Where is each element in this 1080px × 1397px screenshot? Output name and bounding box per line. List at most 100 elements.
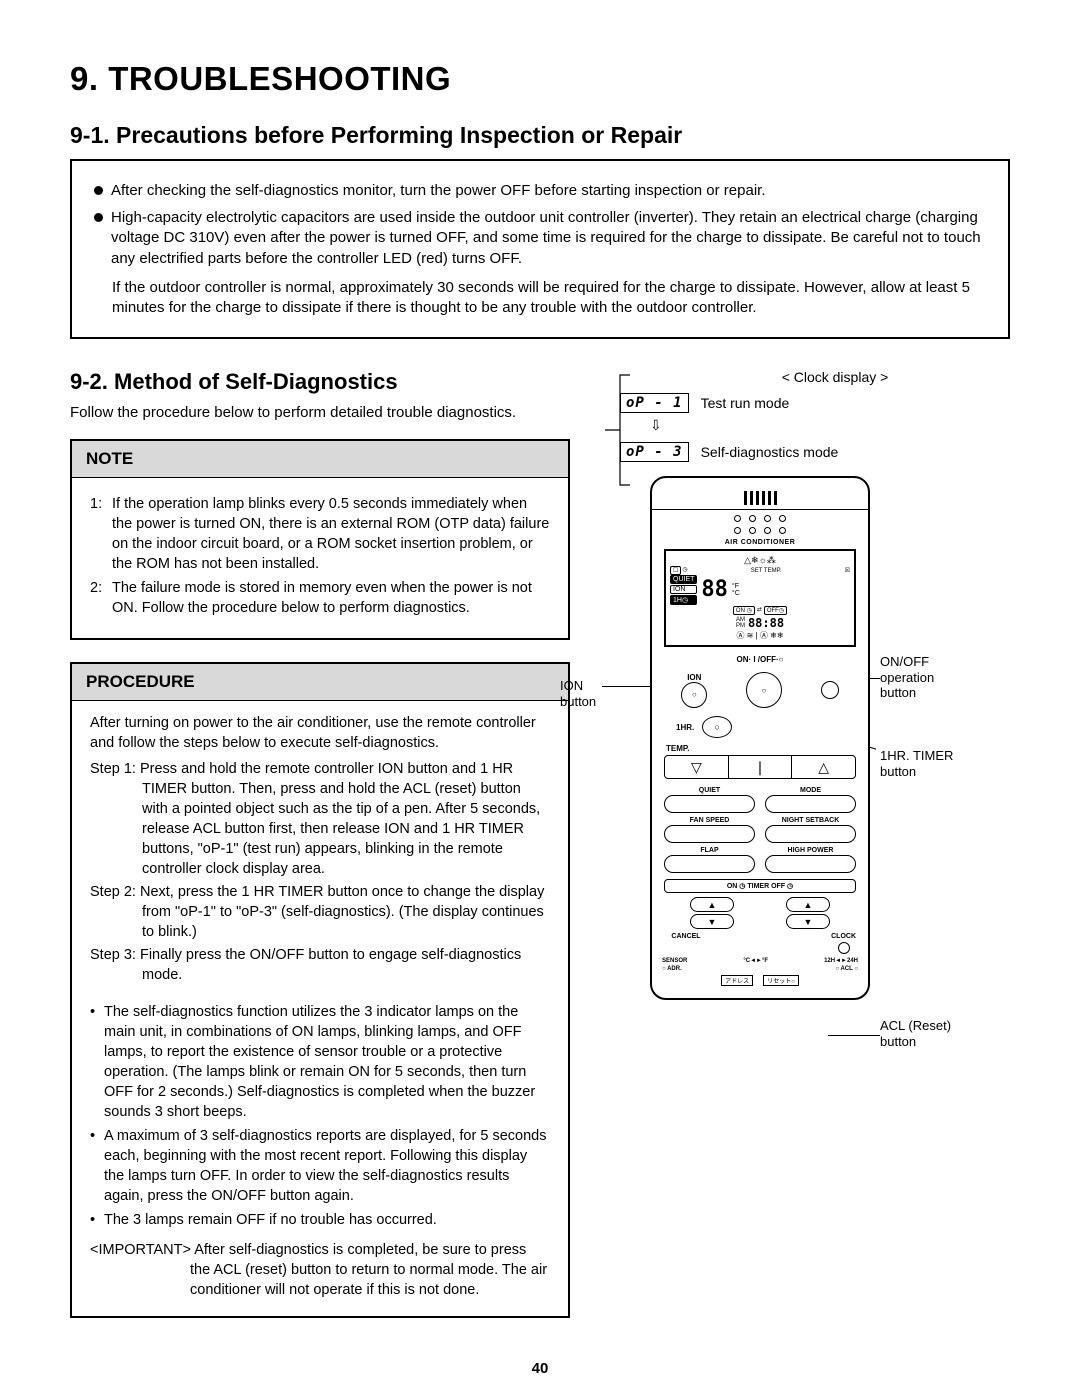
page-number: 40 (70, 1360, 1010, 1377)
note-panel: NOTE 1: If the operation lamp blinks eve… (70, 439, 570, 640)
timer-arrows: ▲ ▼ ▲ ▼ (664, 897, 856, 929)
adr-label: ADR. (667, 966, 682, 972)
quiet-label: QUIET (699, 787, 720, 794)
mode-row-2: oP - 3 Self-diagnostics mode (620, 442, 1010, 462)
callout-onoff: ON/OFF operation button (880, 654, 960, 701)
mode-label: MODE (800, 787, 821, 794)
temp-up[interactable]: △ (792, 756, 855, 778)
temp-down[interactable]: ▽ (665, 756, 728, 778)
high-label: HIGH POWER (788, 847, 834, 854)
document-title: 9. TROUBLESHOOTING (70, 60, 1010, 98)
procedure-panel: PROCEDURE After turning on power to the … (70, 662, 570, 1318)
mode-2-label: Self-diagnostics mode (701, 444, 839, 460)
note-item-2: 2: The failure mode is stored in memory … (90, 578, 550, 618)
procedure-intro: After turning on power to the air condit… (90, 713, 550, 753)
flap-button[interactable] (664, 855, 755, 873)
ion-pill: ION (670, 585, 697, 594)
bottom-tiny-row: SENSOR °C◄►°F 12H◄►24H (662, 958, 858, 964)
proc-note-2: •A maximum of 3 self-diagnostics reports… (90, 1126, 550, 1206)
indicator-row (652, 515, 868, 522)
bullet-2: High-capacity electrolytic capacitors ar… (94, 208, 986, 270)
remote-body: AIR CONDITIONER △❄☼⁂ ☐◷SET TEMP.☒ QUIET … (650, 476, 870, 1000)
bullet-1-text: After checking the self-diagnostics moni… (111, 181, 986, 202)
quiet-pill: QUIET (670, 575, 697, 584)
note-2-text: The failure mode is stored in memory eve… (112, 578, 550, 618)
temp-rocker[interactable]: ▽ ❘ △ (664, 755, 856, 779)
flap-label: FLAP (700, 847, 718, 854)
clock-display: 88:88 (748, 616, 784, 630)
note-item-1: 1: If the operation lamp blinks every 0.… (90, 494, 550, 574)
step-2: Step 2: Next, press the 1 HR TIMER butto… (90, 882, 550, 942)
lead-line (828, 1035, 880, 1036)
h1224-label: 12H◄►24H (824, 958, 858, 964)
cf-label: °C◄►°F (743, 958, 768, 964)
acl-label: ACL (840, 966, 852, 972)
top-button-row: ION ○ ○ (662, 672, 858, 708)
cancel-label: CANCEL (671, 933, 700, 940)
timer-label: ON ◷ TIMER OFF ◷ (664, 879, 856, 893)
callout-ion: ION button (560, 678, 610, 709)
page: 9. TROUBLESHOOTING 9-1. Precautions befo… (0, 0, 1080, 1397)
proc-note-3: •The 3 lamps remain OFF if no trouble ha… (90, 1210, 550, 1230)
aux-button[interactable] (821, 681, 839, 699)
remote-emitter (652, 478, 868, 510)
procedure-body: After turning on power to the air condit… (72, 701, 568, 1316)
fan-label: FAN SPEED (690, 817, 730, 824)
mode-row-1: oP - 1 Test run mode (620, 393, 1010, 413)
sensor-label: SENSOR (662, 958, 687, 964)
night-label: NIGHT SETBACK (782, 817, 840, 824)
bullet-disc (94, 186, 103, 195)
left-column: 9-2. Method of Self-Diagnostics Follow t… (70, 369, 570, 1340)
important-note: <IMPORTANT> After self-diagnostics is co… (90, 1240, 550, 1300)
onoff-button[interactable]: ○ (746, 672, 782, 708)
mode-1-label: Test run mode (701, 395, 790, 411)
indicator-row (652, 527, 868, 534)
bullet-2-text: High-capacity electrolytic capacitors ar… (111, 208, 986, 270)
off-up[interactable]: ▲ (786, 897, 830, 912)
temp-mid: ❘ (728, 756, 793, 778)
clock-display-label: < Clock display > (660, 369, 1010, 385)
temp-display: 88 (701, 579, 728, 601)
section-9-2-intro: Follow the procedure below to perform de… (70, 403, 570, 423)
note-body: 1: If the operation lamp blinks every 0.… (72, 478, 568, 638)
proc-note-1: •The self-diagnostics function utilizes … (90, 1002, 550, 1122)
ion-button[interactable]: ○ (681, 682, 707, 708)
section-9-2-heading: 9-2. Method of Self-Diagnostics (70, 369, 570, 395)
bullet-disc (94, 213, 103, 222)
mode-button[interactable] (765, 795, 856, 813)
step-1: Step 1: Press and hold the remote contro… (90, 759, 550, 879)
note-header: NOTE (72, 441, 568, 478)
right-column: < Clock display > oP - 1 Test run mode ⇩… (590, 369, 1010, 1340)
remote-screen: △❄☼⁂ ☐◷SET TEMP.☒ QUIET ION 1H◷ 88 °F°C … (664, 549, 856, 647)
temp-label: TEMP. (666, 744, 868, 753)
1hr-label: 1HR. (676, 723, 694, 732)
1hr-button[interactable]: ○ (702, 716, 732, 738)
bottom-rect: アドレス (721, 975, 753, 986)
arrow-down-icon: ⇩ (650, 417, 1010, 434)
section-9-1-heading: 9-1. Precautions before Performing Inspe… (70, 122, 1010, 149)
ac-label: AIR CONDITIONER (652, 539, 868, 546)
ion-btn-label: ION (681, 673, 707, 682)
set-temp-label: SET TEMP. (751, 568, 782, 574)
high-button[interactable] (765, 855, 856, 873)
callout-acl: ACL (Reset) button (880, 1018, 960, 1049)
bullet-1: After checking the self-diagnostics moni… (94, 181, 986, 202)
onoff-label: ON· I /OFF·○ (652, 655, 868, 664)
remote-controller-diagram: ION button ON/OFF operation button 1HR. … (600, 476, 1010, 1000)
on-up[interactable]: ▲ (690, 897, 734, 912)
note-1-text: If the operation lamp blinks every 0.5 s… (112, 494, 550, 574)
two-column-layout: 9-2. Method of Self-Diagnostics Follow t… (70, 369, 1010, 1340)
on-down[interactable]: ▼ (690, 914, 734, 929)
bottom-rect: リセット○ (763, 975, 799, 986)
step-3: Step 3: Finally press the ON/OFF button … (90, 945, 550, 985)
night-button[interactable] (765, 825, 856, 843)
precautions-box: After checking the self-diagnostics moni… (70, 159, 1010, 339)
fan-button[interactable] (664, 825, 755, 843)
note-2-num: 2: (90, 578, 108, 618)
quiet-button[interactable] (664, 795, 755, 813)
off-down[interactable]: ▼ (786, 914, 830, 929)
cancel-button[interactable] (664, 942, 708, 949)
callout-timer: 1HR. TIMER button (880, 748, 960, 779)
clock-button[interactable] (838, 942, 850, 954)
mode-grid: QUIET MODE FAN SPEED NIGHT SETBACK FLAP … (664, 787, 856, 873)
